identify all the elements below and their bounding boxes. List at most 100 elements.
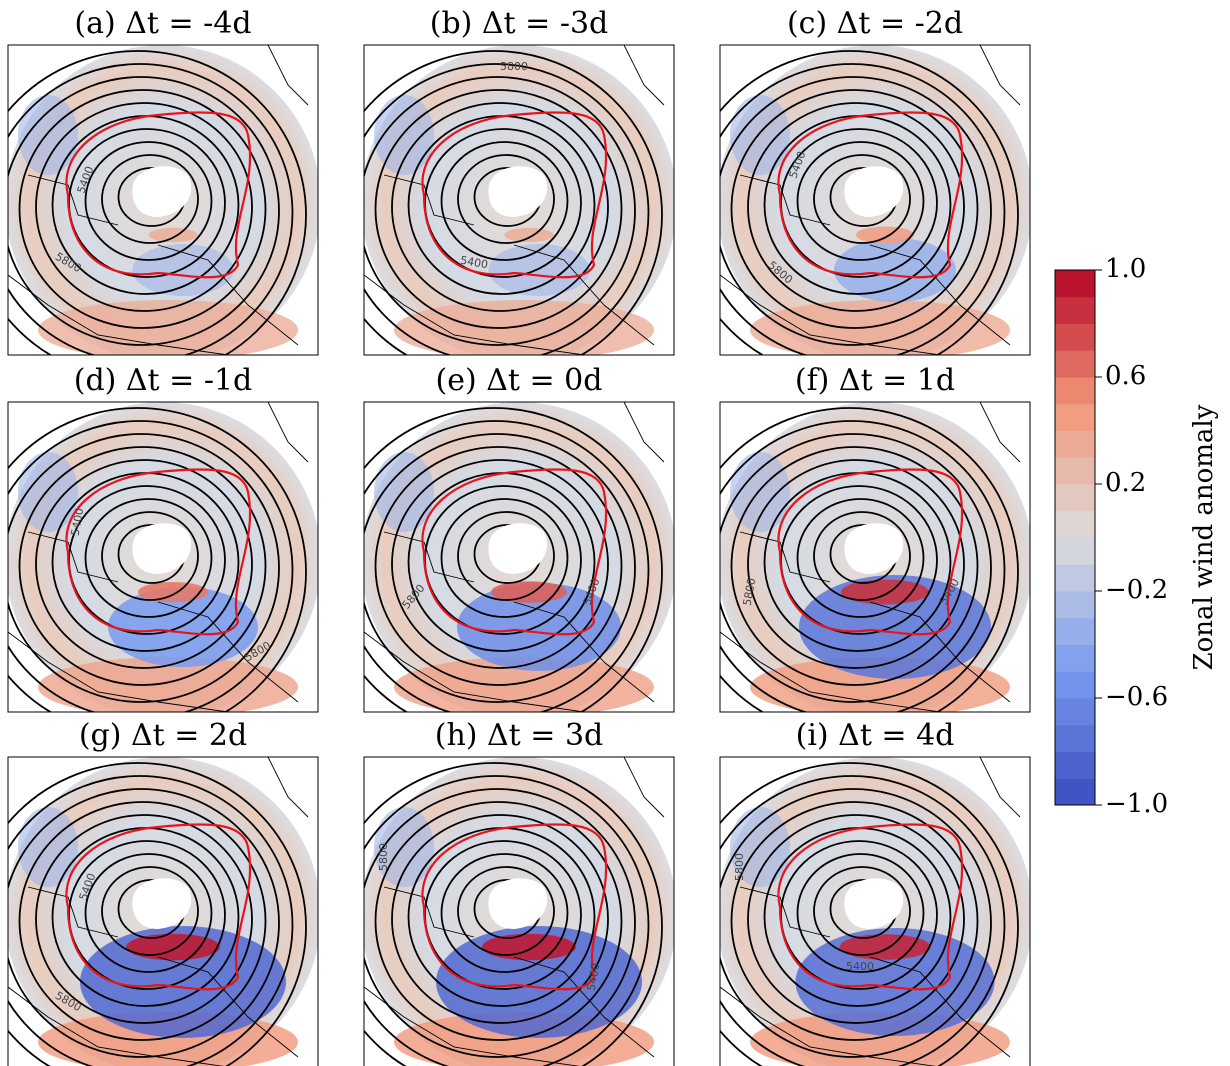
anomaly-jet: [126, 933, 220, 961]
polar-cap: [132, 166, 192, 217]
colorbar-level: [1055, 270, 1095, 298]
contour: [35, 102, 253, 312]
contour: [364, 407, 663, 712]
red-contour: [421, 111, 608, 279]
contour: [720, 50, 1019, 355]
colorbar-level: [1055, 591, 1095, 619]
contour: [364, 762, 663, 1066]
anomaly-warm: [750, 300, 1010, 355]
colorbar-level: [1055, 430, 1095, 458]
colorbar-tick-label: 0.2: [1105, 468, 1146, 498]
contour: [101, 511, 199, 601]
contour: [8, 433, 280, 703]
contour: [8, 76, 280, 346]
contour: [720, 63, 1006, 355]
contour: [364, 420, 650, 712]
panel-frame: [7, 756, 319, 1066]
red-contour: [65, 111, 252, 279]
contour: [364, 788, 636, 1058]
contour-label: 5400: [69, 507, 87, 537]
contour: [374, 446, 623, 686]
colorbar-tick-label: −0.6: [1105, 682, 1168, 712]
contour: [457, 154, 555, 244]
contour: [813, 866, 911, 956]
anomaly-warm: [394, 657, 654, 712]
colorbar-level: [1055, 778, 1095, 806]
contour: [813, 511, 911, 601]
anomaly-jet: [491, 581, 567, 603]
anomaly-cold: [80, 926, 286, 1038]
contour: [364, 775, 650, 1066]
panel-frame: [7, 401, 319, 713]
contour: [35, 814, 253, 1024]
contour: [747, 814, 965, 1024]
anomaly-cold: [795, 928, 995, 1036]
contour-label: 5800: [733, 853, 746, 881]
anomaly-cold: [108, 587, 258, 667]
colorbar-level: [1055, 457, 1095, 485]
panel-frame: [719, 44, 1031, 356]
contour: [796, 853, 925, 973]
coastline: [8, 45, 309, 355]
panel-title: (i) Δt = 4d: [796, 718, 955, 753]
contour: [391, 814, 609, 1024]
contour: [84, 853, 213, 973]
coastline: [364, 402, 665, 712]
contour: [364, 50, 663, 355]
contour: [18, 801, 267, 1041]
contour-label: 5400: [846, 960, 874, 973]
contour: [457, 866, 555, 956]
panel-title: (b) Δt = -3d: [430, 6, 609, 41]
colorbar-level: [1055, 617, 1095, 645]
anomaly-jet: [839, 934, 931, 960]
colorbar-tick-label: 1.0: [1105, 254, 1146, 284]
coastline: [364, 757, 665, 1066]
colorbar-tick-label: −0.2: [1105, 575, 1168, 605]
polar-cap: [844, 878, 904, 929]
panel-title: (h) Δt = 3d: [435, 718, 604, 753]
colorbar-label: Zonal wind anomaly: [1189, 404, 1219, 670]
red-contour: [777, 823, 964, 991]
contour-label: 5800: [741, 577, 759, 607]
contour-label: 5400: [459, 254, 489, 272]
contour: [18, 446, 267, 686]
anomaly-cold: [799, 575, 991, 679]
colorbar-tick-label: 0.6: [1105, 361, 1146, 391]
coastline: [364, 45, 665, 355]
contour: [747, 102, 965, 312]
panel-frame: [7, 44, 319, 356]
colorbar-frame: [1054, 269, 1096, 806]
anomaly-cold: [488, 244, 590, 296]
contour: [730, 89, 979, 329]
contour: [101, 866, 199, 956]
contour: [8, 788, 280, 1058]
panel-title: (c) Δt = -2d: [787, 6, 963, 41]
panel-title: (d) Δt = -1d: [74, 363, 253, 398]
colorbar-level: [1055, 296, 1095, 324]
colorbar-level: [1055, 751, 1095, 779]
polar-cap: [488, 878, 548, 929]
contour: [364, 433, 636, 703]
map-panel: 5800 5400: [720, 757, 1030, 1066]
anomaly-jet: [138, 582, 208, 602]
anomaly-cold: [436, 926, 642, 1038]
anomaly-cold: [457, 583, 621, 671]
anomaly-jet: [841, 579, 929, 605]
contour: [18, 89, 267, 329]
contour: [440, 498, 569, 618]
coastline: [8, 757, 309, 1066]
colorbar-level: [1055, 564, 1095, 592]
contour: [101, 154, 199, 244]
red-contour: [421, 823, 608, 991]
colorbar-level: [1055, 698, 1095, 726]
contour: [364, 76, 636, 346]
contour: [374, 89, 623, 329]
colorbar-level: [1055, 403, 1095, 431]
panel-frame: [719, 401, 1031, 713]
